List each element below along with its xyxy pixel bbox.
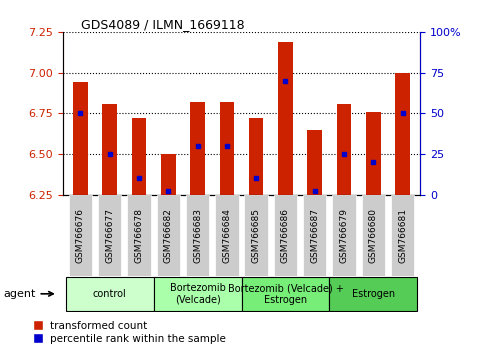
Bar (161, 154, 176, 195)
Text: GSM766677: GSM766677 (105, 208, 114, 263)
FancyBboxPatch shape (329, 277, 417, 311)
FancyBboxPatch shape (332, 195, 356, 276)
Bar (337, 103, 351, 195)
FancyBboxPatch shape (156, 195, 180, 276)
FancyBboxPatch shape (242, 277, 329, 311)
Legend: transformed count, percentile rank within the sample: transformed count, percentile rank withi… (29, 317, 230, 348)
Bar (395, 73, 410, 195)
Bar (278, 42, 293, 195)
FancyBboxPatch shape (186, 195, 209, 276)
FancyBboxPatch shape (66, 277, 154, 311)
Text: control: control (93, 289, 127, 299)
Bar (307, 130, 322, 195)
FancyBboxPatch shape (69, 195, 92, 276)
Text: GSM766680: GSM766680 (369, 208, 378, 263)
Text: GDS4089 / ILMN_1669118: GDS4089 / ILMN_1669118 (81, 18, 244, 31)
Text: GSM766684: GSM766684 (222, 208, 231, 263)
Bar (190, 102, 205, 195)
Text: GSM766687: GSM766687 (310, 208, 319, 263)
Text: GSM766676: GSM766676 (76, 208, 85, 263)
Bar (220, 102, 234, 195)
Text: GSM766683: GSM766683 (193, 208, 202, 263)
Text: Estrogen: Estrogen (352, 289, 395, 299)
FancyBboxPatch shape (391, 195, 414, 276)
Text: GSM766681: GSM766681 (398, 208, 407, 263)
Text: Bortezomib
(Velcade): Bortezomib (Velcade) (170, 283, 226, 305)
FancyBboxPatch shape (362, 195, 385, 276)
FancyBboxPatch shape (244, 195, 268, 276)
Bar (73, 82, 88, 195)
Text: agent: agent (3, 289, 53, 299)
FancyBboxPatch shape (127, 195, 151, 276)
Bar (366, 112, 381, 195)
Bar (249, 118, 263, 195)
FancyBboxPatch shape (303, 195, 327, 276)
FancyBboxPatch shape (215, 195, 239, 276)
Text: GSM766678: GSM766678 (134, 208, 143, 263)
Bar (132, 118, 146, 195)
Text: GSM766686: GSM766686 (281, 208, 290, 263)
FancyBboxPatch shape (274, 195, 297, 276)
Text: GSM766682: GSM766682 (164, 208, 173, 263)
Text: Bortezomib (Velcade) +
Estrogen: Bortezomib (Velcade) + Estrogen (227, 283, 343, 305)
FancyBboxPatch shape (154, 277, 242, 311)
FancyBboxPatch shape (98, 195, 121, 276)
Text: GSM766685: GSM766685 (252, 208, 261, 263)
Bar (102, 103, 117, 195)
Text: GSM766679: GSM766679 (340, 208, 349, 263)
